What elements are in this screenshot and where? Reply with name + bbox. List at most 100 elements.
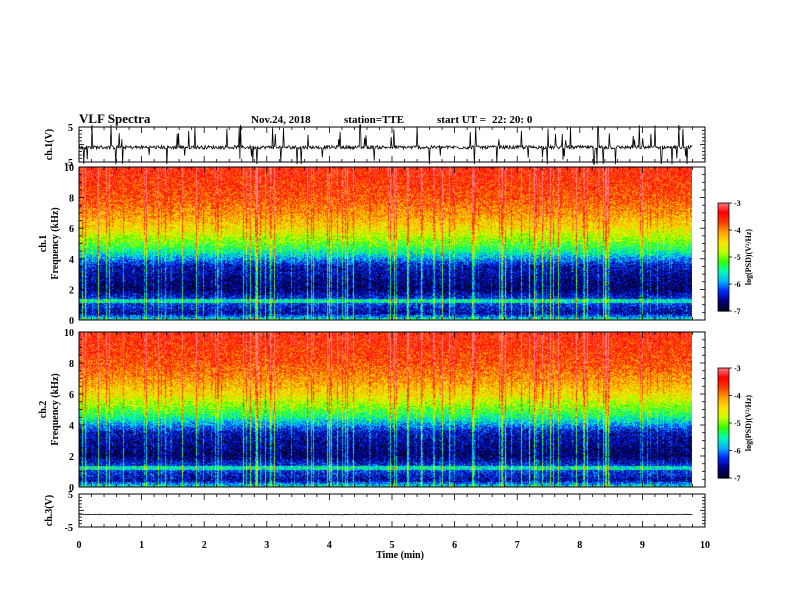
colorbar-swatch [718, 415, 729, 419]
colorbar-swatch [718, 476, 729, 479]
xtick-label: 8 [577, 540, 582, 551]
colorbar-swatch [718, 213, 729, 217]
colorbar-swatch [718, 472, 729, 475]
colorbar-swatch [718, 246, 729, 249]
station-label: station=TTE [344, 114, 404, 126]
colorbar-tick-label: -5 [734, 419, 741, 428]
ch1-colorbar: -7 -6 -5 -4 -3 log(PSD)(V²/Hz) [717, 199, 753, 316]
colorbar-swatch [718, 430, 729, 433]
colorbar-label: log(PSD)(V²/Hz) [744, 395, 753, 452]
figure-title: VLF Spectra [79, 111, 151, 126]
xtick-label: 10 [700, 540, 710, 551]
time-axis-label: Time (min) [376, 550, 424, 561]
ch3-waveform-panel: -5 5 ch.3(V) [44, 490, 706, 534]
colorbar-swatch [718, 296, 729, 299]
colorbar-swatch [718, 303, 729, 307]
colorbar-swatch [718, 266, 729, 269]
start-time-value: 22: 20: 0 [492, 114, 533, 126]
colorbar-swatch [718, 441, 729, 444]
colorbar-swatch [718, 377, 729, 380]
colorbar-swatch [718, 224, 729, 227]
colorbar-swatch [718, 258, 729, 262]
colorbar-swatch [718, 285, 729, 289]
xtick-label: 0 [77, 540, 82, 551]
ylabel: ch.3(V) [44, 495, 55, 526]
colorbar-tick-label: -4 [734, 392, 741, 401]
colorbar-swatch [718, 369, 729, 373]
colorbar-swatch [718, 450, 729, 453]
colorbar-swatch [718, 204, 729, 208]
colorbar-swatch [718, 445, 729, 448]
colorbar-swatch [718, 456, 729, 459]
colorbar-swatch [718, 452, 729, 455]
colorbar-swatch [718, 435, 729, 439]
colorbar-swatch [718, 264, 729, 267]
colorbar-swatch [718, 419, 729, 422]
colorbar-swatch [718, 289, 729, 292]
colorbar-swatch [718, 309, 729, 312]
colorbar-label: log(PSD)(V²/Hz) [744, 229, 753, 286]
colorbar-swatch [718, 423, 729, 426]
colorbar-swatch [718, 282, 729, 285]
colorbar-swatch [718, 437, 729, 441]
waveform-trace-ch3 [78, 513, 693, 516]
colorbar-swatch [718, 384, 729, 387]
colorbar-swatch [718, 401, 729, 404]
colorbar-swatch [718, 222, 729, 226]
ytick-label: 8 [69, 359, 74, 370]
ylabel-channel: ch.1 [38, 235, 49, 253]
colorbar-swatch [718, 454, 729, 457]
colorbar-swatch [718, 380, 729, 384]
colorbar-swatch [718, 212, 729, 215]
xtick-label: 6 [452, 540, 457, 551]
ytick-label: -5 [65, 523, 73, 534]
colorbar-swatch [718, 242, 729, 245]
colorbar-tick-label: -6 [734, 447, 741, 456]
colorbar-swatch [718, 219, 729, 222]
colorbar-swatch [718, 446, 729, 450]
ytick-label: 10 [64, 328, 74, 339]
colorbar-swatch [718, 412, 729, 415]
colorbar-swatch [718, 221, 729, 224]
colorbar-swatch [718, 293, 729, 296]
ch1-waveform-panel: -5 5 ch.1(V) [44, 123, 706, 169]
colorbar-swatch [718, 273, 729, 276]
colorbar-swatch [718, 302, 729, 305]
colorbar-swatch [718, 217, 729, 220]
colorbar-swatch [718, 386, 729, 389]
colorbar-swatch [718, 260, 729, 263]
ch1-spectrogram-panel: 0 2 4 6 8 10 ch.1 Frequency (kHz) [38, 163, 706, 327]
ylabel-channel: ch.2 [38, 401, 49, 419]
xtick-label: 5 [390, 540, 395, 551]
ytick-label: 2 [69, 285, 74, 296]
colorbar-swatch [718, 276, 729, 280]
colorbar-swatch [718, 298, 729, 301]
time-axis: 0 1 2 3 4 5 6 7 8 9 10 [77, 540, 711, 551]
colorbar-swatch [718, 228, 729, 231]
colorbar-swatch [718, 271, 729, 274]
colorbar-swatch [718, 397, 729, 400]
colorbar-swatch [718, 432, 729, 435]
ytick-label: 5 [68, 490, 73, 501]
colorbar-tick-label: -7 [734, 307, 741, 316]
ytick-label: 8 [69, 194, 74, 205]
date-label: Nov.24, 2018 [251, 114, 311, 126]
colorbar-swatch [718, 233, 729, 236]
ch2-spectrogram-image [79, 332, 692, 487]
colorbar-swatch [718, 294, 729, 298]
ch2-spectrogram-panel: 0 2 4 6 8 10 ch.2 Frequency (kHz) [38, 328, 706, 494]
colorbar-swatch [718, 379, 729, 382]
colorbar-swatch [718, 410, 729, 413]
colorbar-swatch [718, 249, 729, 253]
ytick-label: -5 [65, 158, 73, 169]
colorbar-swatch [718, 239, 729, 242]
colorbar-swatch [718, 406, 729, 409]
colorbar-swatch [718, 395, 729, 398]
colorbar-swatch [718, 255, 729, 258]
colorbar-swatch [718, 461, 729, 464]
colorbar-swatch [718, 215, 729, 218]
ytick-label: 6 [69, 224, 74, 235]
colorbar-swatch [718, 470, 729, 474]
colorbar-swatch [718, 368, 729, 371]
